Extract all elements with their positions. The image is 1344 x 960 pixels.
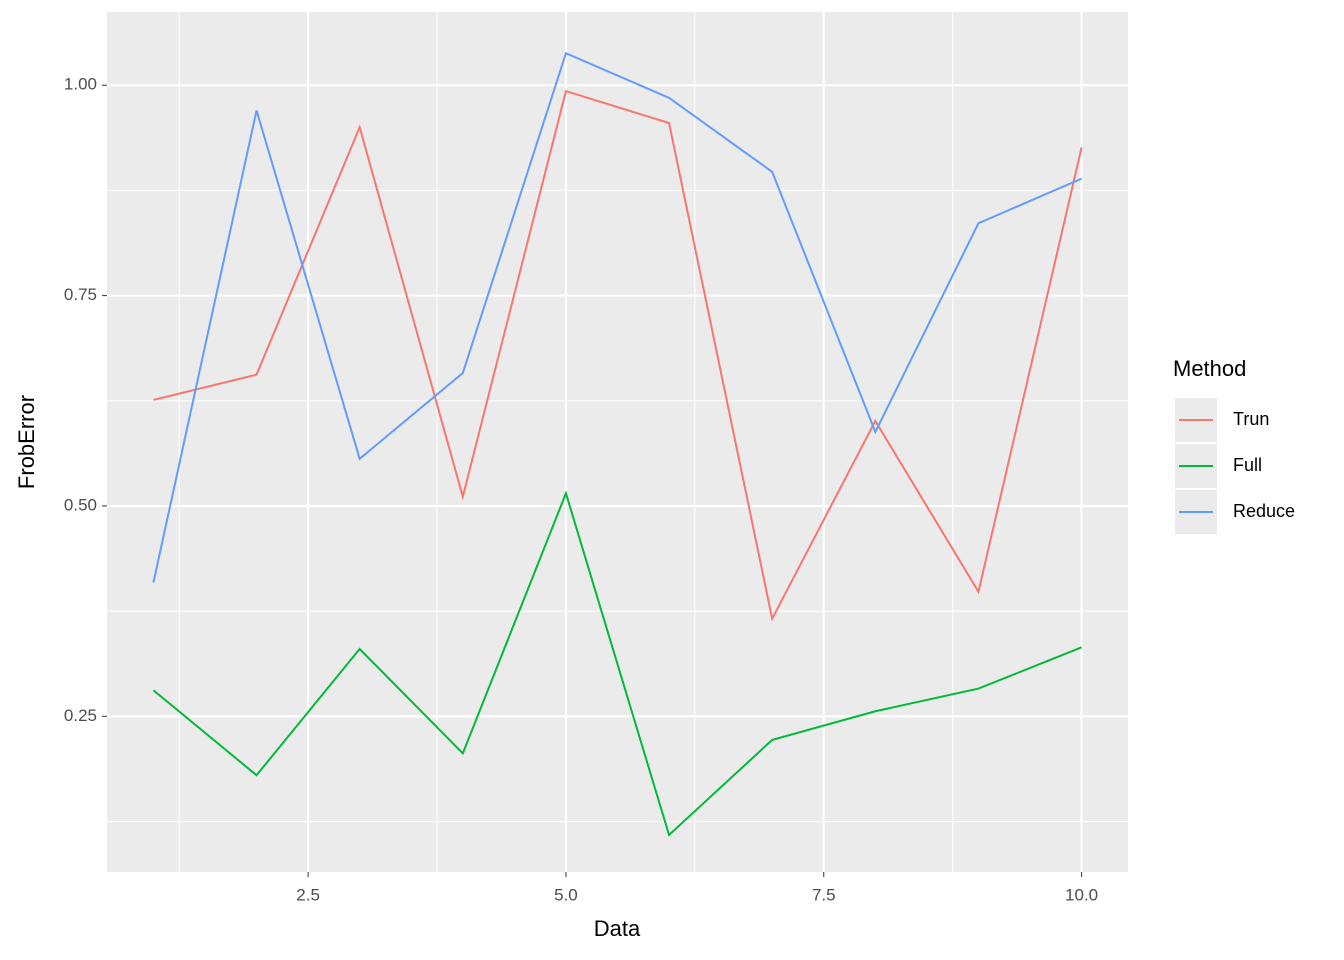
series-line xyxy=(152,490,1082,837)
x-tick-label: 2.5 xyxy=(296,885,320,904)
x-axis-title: Data xyxy=(594,916,641,941)
legend-label: Trun xyxy=(1233,409,1269,429)
series-line xyxy=(152,51,1082,583)
x-tick-label: 7.5 xyxy=(812,885,836,904)
y-tick-label: 0.75 xyxy=(64,285,97,304)
x-tick-label: 10.0 xyxy=(1065,885,1098,904)
legend-label: Full xyxy=(1233,455,1262,475)
x-tick-label: 5.0 xyxy=(554,885,578,904)
y-tick-label: 0.50 xyxy=(64,495,97,514)
legend-label: Reduce xyxy=(1233,501,1295,521)
y-tick-label: 1.00 xyxy=(64,75,97,94)
y-axis-title: FrobError xyxy=(14,395,39,489)
legend-title: Method xyxy=(1173,356,1246,381)
y-tick-label: 0.25 xyxy=(64,706,97,725)
series-line xyxy=(153,89,1083,622)
panel xyxy=(107,12,1128,872)
